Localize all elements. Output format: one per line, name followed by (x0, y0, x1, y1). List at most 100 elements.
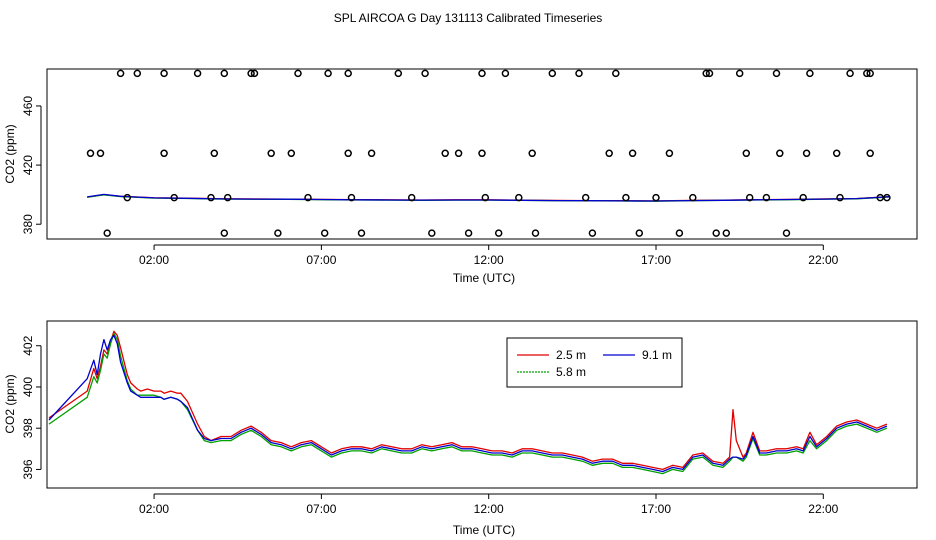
top-panel: 380 420 460 02:00 07:00 12:00 17:00 22:00 Time… (3, 68, 918, 285)
data-point-marker (220, 229, 229, 237)
top-plot-frame (46, 68, 918, 240)
data-point-marker (846, 69, 854, 78)
data-point-marker (689, 193, 697, 202)
bottom-y-axis: 396 398 400 402 (21, 335, 42, 479)
legend-label-9-1m: 9.1 m (642, 348, 672, 362)
data-point-marker (762, 193, 771, 202)
data-point-marker (863, 69, 871, 78)
data-point-marker (478, 149, 486, 158)
data-point-marker (581, 193, 590, 202)
y-tick-label: 380 (21, 214, 35, 234)
data-point-marker (464, 229, 473, 237)
data-point-marker (441, 149, 449, 158)
data-point-marker (622, 193, 630, 202)
data-point-marker (274, 229, 282, 237)
data-point-marker (170, 193, 178, 202)
legend-box (506, 337, 683, 388)
x-tick-label: 02:00 (139, 502, 169, 516)
data-point-marker (160, 69, 168, 78)
x-tick-label: 12:00 (474, 502, 504, 516)
top-y-axis-label: CO2 (ppm) (3, 124, 17, 183)
data-point-marker (776, 149, 784, 158)
data-point-marker (531, 229, 540, 237)
legend: 2.5 m 9.1 m 5.8 m (506, 337, 683, 388)
data-point-marker (478, 69, 486, 78)
data-point-marker (628, 149, 637, 158)
data-point-marker (454, 149, 463, 158)
y-tick-label: 396 (21, 459, 35, 479)
data-point-marker (324, 69, 332, 78)
data-point-marker (287, 149, 296, 158)
data-point-marker (883, 193, 891, 202)
x-tick-label: 02:00 (139, 253, 169, 267)
data-point-marker (357, 229, 366, 237)
top-x-axis: 02:00 07:00 12:00 17:00 22:00 (139, 244, 839, 267)
y-tick-label: 402 (21, 335, 35, 355)
data-point-marker (702, 69, 710, 78)
legend-label-5-8m: 5.8 m (556, 365, 586, 379)
data-point-marker (250, 69, 259, 78)
data-point-marker (320, 229, 329, 237)
data-point-marker (588, 229, 597, 237)
data-point-marker (528, 149, 536, 158)
data-point-marker (742, 149, 751, 158)
bottom-plot-frame (46, 320, 918, 489)
data-point-marker (160, 149, 168, 158)
bottom-panel: 396 398 400 402 02:00 07:00 12:00 17:00 22:00 T… (3, 320, 918, 537)
data-point-marker (675, 229, 684, 237)
data-point-marker (735, 69, 744, 78)
data-point-marker (133, 69, 142, 78)
data-point-marker (722, 229, 731, 237)
y-tick-label: 398 (21, 418, 35, 438)
data-point-marker (799, 193, 807, 202)
data-point-marker (407, 193, 416, 202)
data-point-marker (247, 69, 255, 78)
data-point-marker (304, 193, 312, 202)
top-x-axis-label: Time (UTC) (453, 271, 515, 285)
data-point-marker (347, 193, 356, 202)
data-point-marker (548, 69, 557, 78)
data-point-marker (772, 69, 781, 78)
top-y-axis: 380 420 460 (21, 96, 42, 234)
bottom-x-axis: 02:00 07:00 12:00 17:00 22:00 (139, 493, 839, 516)
top-point-markers (86, 69, 891, 237)
data-point-marker (575, 69, 583, 78)
data-point-marker (210, 149, 219, 158)
data-point-marker (705, 69, 714, 78)
data-point-marker (267, 149, 275, 158)
data-point-marker (103, 229, 111, 237)
data-point-marker (223, 193, 232, 202)
data-point-marker (394, 69, 403, 78)
bottom-x-axis-label: Time (UTC) (453, 523, 515, 537)
data-point-marker (745, 193, 754, 202)
data-point-marker (635, 229, 644, 237)
x-tick-label: 22:00 (808, 253, 838, 267)
data-point-marker (96, 149, 105, 158)
data-point-marker (207, 193, 215, 202)
data-point-marker (428, 229, 436, 237)
data-point-marker (836, 193, 844, 202)
data-point-marker (344, 149, 352, 158)
data-point-marker (515, 193, 523, 202)
data-point-marker (782, 229, 791, 237)
y-tick-label: 420 (21, 155, 35, 175)
data-point-marker (832, 149, 841, 158)
data-point-marker (501, 69, 510, 78)
data-point-marker (481, 193, 490, 202)
bottom-series-lines (48, 330, 888, 475)
data-point-marker (612, 69, 620, 78)
data-point-marker (193, 69, 202, 78)
data-point-marker (294, 69, 302, 78)
x-tick-label: 17:00 (641, 502, 671, 516)
data-point-marker (712, 229, 720, 237)
data-point-marker (866, 69, 874, 78)
x-tick-label: 07:00 (306, 502, 336, 516)
data-point-marker (367, 149, 376, 158)
data-point-marker (652, 193, 660, 202)
data-point-marker (123, 193, 132, 202)
data-point-marker (802, 149, 811, 158)
data-point-marker (866, 149, 874, 158)
y-tick-label: 400 (21, 377, 35, 397)
data-point-marker (344, 69, 352, 78)
